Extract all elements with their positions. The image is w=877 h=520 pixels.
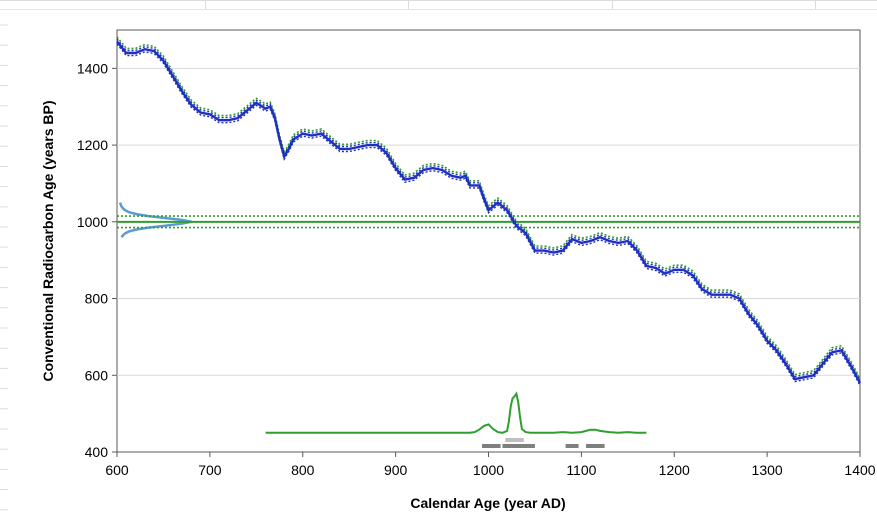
calendar-probability-line [265,391,647,434]
row-gridlines [0,24,8,511]
y-tick-label: 1400 [77,60,108,76]
x-tick-label: 700 [198,462,222,478]
y-tick-label: 400 [85,444,109,460]
x-axis-label: Calendar Age (year AD) [410,495,565,511]
x-tick-label: 1300 [752,462,783,478]
x-tick-label: 900 [384,462,408,478]
y-tick-label: 1200 [77,137,108,153]
x-tick-label: 1200 [659,462,690,478]
calibration-upper-outer [116,36,861,379]
measurement-distribution-line [118,202,193,238]
x-tick-label: 1100 [566,462,596,478]
x-tick-label: 1400 [844,462,875,478]
calibration-curve-line [116,40,862,384]
calibration-upper-bound [116,38,861,381]
x-tick-label: 1000 [473,462,504,478]
calibration-lower-bound [116,43,861,386]
x-axis-ticks: 600 700 800 900 1000 1100 1200 1300 1400 [105,452,876,478]
measurement-lines-layer [117,215,860,229]
calibration-curve-layer [116,36,862,386]
probability-layer [265,391,647,434]
plot-area [116,29,861,453]
y-tick-label: 800 [85,291,109,307]
y-tick-label: 600 [85,367,109,383]
y-axis-ticks: 400 600 800 1000 1200 1400 [77,60,117,460]
range-bars-layer [481,438,605,448]
x-tick-label: 800 [291,462,315,478]
measurement-distribution-layer [118,202,193,238]
y-axis-label: Conventional Radiocarbon Age (years BP) [40,100,56,381]
y-tick-label: 1000 [77,214,108,230]
x-tick-label: 600 [105,462,129,478]
